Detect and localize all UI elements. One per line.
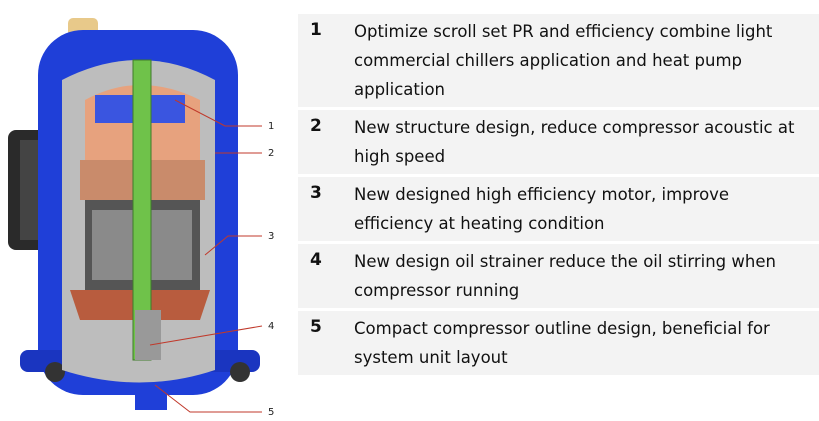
feature-row: 2 New structure design, reduce compressor… (298, 110, 819, 174)
feature-row: 5 Compact compressor outline design, bene… (298, 311, 819, 375)
feature-number: 3 (310, 183, 322, 203)
feature-row: 4 New design oil strainer reduce the oil … (298, 244, 819, 308)
feature-table: 1 Optimize scroll set PR and efficiency c… (298, 14, 819, 378)
junction-box-face (20, 140, 42, 240)
compressor-illustration: 1 2 3 4 5 (8, 18, 274, 418)
oil-strainer (135, 310, 161, 360)
callout-lines (149, 99, 263, 413)
callout-label: 3 (268, 231, 274, 242)
callout-line (154, 384, 262, 413)
feature-text: Compact compressor outline design, benef… (354, 319, 770, 367)
feature-number: 4 (310, 250, 322, 270)
foot (45, 362, 65, 382)
feature-text: New design oil strainer reduce the oil s… (354, 252, 776, 300)
feature-number: 2 (310, 116, 322, 136)
callout-label: 4 (268, 321, 274, 332)
feature-text: Optimize scroll set PR and efficiency co… (354, 22, 773, 99)
bottom-foot (135, 385, 167, 410)
feature-row: 3 New designed high efficiency motor, imp… (298, 177, 819, 241)
feature-text: New designed high efficiency motor, impr… (354, 185, 730, 233)
feature-row: 1 Optimize scroll set PR and efficiency c… (298, 14, 819, 107)
feature-number: 1 (310, 20, 322, 40)
callout-label: 5 (268, 407, 274, 418)
callout-line (174, 99, 262, 127)
feature-number: 5 (310, 317, 322, 337)
feature-text: New structure design, reduce compressor … (354, 118, 795, 166)
callout-label: 1 (268, 121, 274, 132)
callout-line (149, 325, 263, 346)
callout-label: 2 (268, 148, 274, 159)
foot (230, 362, 250, 382)
callout-line (204, 235, 262, 256)
